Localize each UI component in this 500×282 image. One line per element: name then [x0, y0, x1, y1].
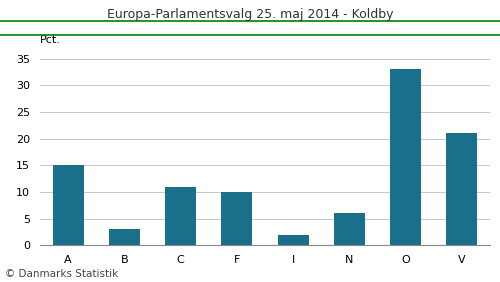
Text: Europa-Parlamentsvalg 25. maj 2014 - Koldby: Europa-Parlamentsvalg 25. maj 2014 - Kol…: [107, 8, 393, 21]
Text: © Danmarks Statistik: © Danmarks Statistik: [5, 269, 118, 279]
Bar: [390, 69, 421, 245]
Bar: [165, 187, 196, 245]
Bar: [109, 229, 140, 245]
Bar: [222, 192, 252, 245]
Text: Pct.: Pct.: [40, 35, 61, 45]
Bar: [52, 165, 84, 245]
Bar: [446, 133, 478, 245]
Bar: [278, 235, 308, 245]
Bar: [334, 213, 365, 245]
